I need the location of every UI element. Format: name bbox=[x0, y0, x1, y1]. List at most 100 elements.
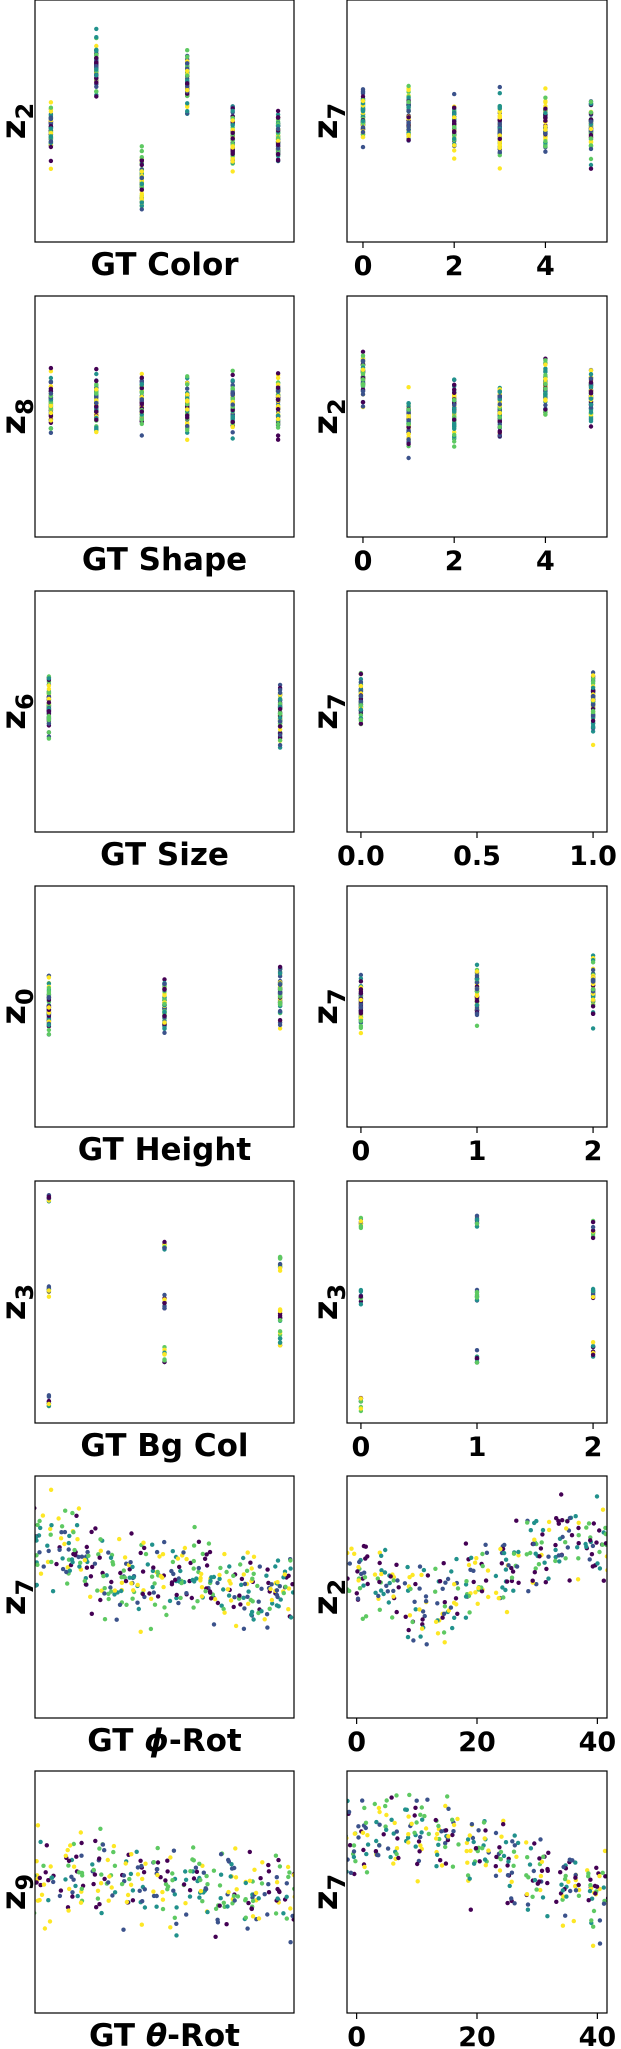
scatter-point bbox=[379, 1553, 384, 1559]
scatter-point bbox=[78, 1830, 84, 1835]
scatter-point bbox=[418, 1843, 423, 1848]
scatter-point bbox=[187, 1894, 193, 1899]
scatter-point bbox=[452, 119, 457, 124]
scatter-point bbox=[373, 1590, 378, 1596]
scatter-point bbox=[377, 1560, 382, 1566]
scatter-point bbox=[107, 1874, 112, 1879]
scatter-point bbox=[571, 1918, 576, 1924]
scatter-point bbox=[264, 1573, 269, 1578]
scatter-point bbox=[46, 1022, 52, 1028]
scatter-point bbox=[102, 1876, 107, 1882]
scatter-point bbox=[392, 1820, 397, 1826]
scatter-point bbox=[503, 1567, 509, 1572]
scatter-point bbox=[63, 1853, 68, 1859]
scatter-point bbox=[230, 130, 235, 136]
scatter-point bbox=[531, 1541, 536, 1547]
scatter-point bbox=[543, 376, 548, 382]
scatter-point bbox=[512, 1833, 517, 1838]
scatter-point bbox=[139, 194, 144, 199]
scatter-point bbox=[129, 1852, 134, 1857]
scatter-point bbox=[89, 1529, 94, 1535]
scatter-panel-12: z2 0 20 40 bbox=[306, 1475, 616, 1758]
scatter-point bbox=[600, 1507, 606, 1512]
scatter-point bbox=[482, 1836, 487, 1841]
scatter-point bbox=[358, 1023, 364, 1029]
scatter-point bbox=[451, 1600, 457, 1606]
scatter-point bbox=[122, 1575, 128, 1580]
scatter-point bbox=[165, 1869, 170, 1874]
scatter-point bbox=[538, 1873, 544, 1879]
scatter-point bbox=[251, 1617, 256, 1622]
scatter-point bbox=[275, 1580, 280, 1585]
scatter-point bbox=[198, 1877, 203, 1883]
scatter-point bbox=[255, 1583, 260, 1589]
scatter-point bbox=[516, 1553, 521, 1558]
scatter-point bbox=[64, 1569, 69, 1575]
scatter-point bbox=[160, 1552, 166, 1557]
scatter-point bbox=[557, 1559, 562, 1564]
scatter-point bbox=[164, 1612, 169, 1618]
scatter-point bbox=[270, 1601, 275, 1606]
scatter-point bbox=[511, 1863, 516, 1869]
scatter-point bbox=[441, 1611, 447, 1617]
scatter-point bbox=[243, 1880, 248, 1886]
scatter-point bbox=[436, 1823, 441, 1829]
axes-frame bbox=[34, 0, 295, 243]
scatter-point bbox=[452, 409, 457, 414]
scatter-point bbox=[162, 1300, 167, 1306]
scatter-point bbox=[588, 409, 594, 415]
scatter-point bbox=[287, 1870, 292, 1875]
scatter-point bbox=[512, 1843, 517, 1848]
scatter-point bbox=[151, 1889, 156, 1894]
scatter-point bbox=[590, 1235, 596, 1241]
scatter-point bbox=[94, 73, 99, 78]
scatter-point bbox=[37, 1550, 42, 1555]
scatter-panel-9: z3 GT Bg Col bbox=[0, 1180, 295, 1464]
scatter-point bbox=[474, 998, 480, 1004]
scatter-point bbox=[590, 960, 596, 965]
scatter-point bbox=[590, 709, 596, 715]
y-axis-label: z6 bbox=[0, 693, 39, 730]
x-axis-label: GT Bg Col bbox=[80, 1428, 248, 1464]
scatter-panel-7: z0 GT Height bbox=[0, 885, 295, 1168]
scatter-point bbox=[406, 99, 411, 105]
scatter-point bbox=[203, 1886, 208, 1891]
scatter-point bbox=[229, 1866, 235, 1871]
scatter-point bbox=[88, 1594, 93, 1600]
scatter-point bbox=[185, 413, 190, 418]
x-tick-label: 0.5 bbox=[453, 841, 501, 872]
scatter-point bbox=[358, 1396, 364, 1401]
scatter-point bbox=[405, 1634, 411, 1640]
scatter-point bbox=[497, 109, 502, 115]
scatter-point bbox=[67, 1533, 72, 1539]
scatter-point bbox=[360, 400, 366, 405]
scatter-point bbox=[364, 1851, 369, 1857]
scatter-point bbox=[88, 1574, 94, 1579]
scatter-point bbox=[288, 1906, 293, 1911]
scatter-point bbox=[46, 995, 52, 1001]
scatter-point bbox=[546, 1519, 552, 1525]
scatter-point bbox=[597, 1528, 602, 1533]
scatter-point bbox=[188, 1560, 193, 1566]
scatter-point bbox=[170, 1559, 176, 1565]
scatter-point bbox=[406, 455, 411, 461]
scatter-point bbox=[98, 1548, 104, 1554]
scatter-point bbox=[590, 673, 596, 678]
scatter-point bbox=[474, 1360, 480, 1365]
scatter-point bbox=[590, 1219, 596, 1225]
scatter-point bbox=[469, 1555, 474, 1561]
scatter-point bbox=[590, 1340, 596, 1345]
scatter-point bbox=[46, 1393, 52, 1398]
scatter-point bbox=[70, 1890, 75, 1895]
scatter-point bbox=[98, 1826, 103, 1832]
scatter-point bbox=[441, 1630, 447, 1635]
scatter-point bbox=[347, 1550, 350, 1556]
scatter-point bbox=[215, 1600, 221, 1606]
scatter-panel-11: z7 GT ϕ-Rot bbox=[0, 1475, 295, 1759]
scatter-point bbox=[590, 698, 596, 703]
scatter-point bbox=[358, 1219, 364, 1224]
scatter-point bbox=[601, 1885, 606, 1890]
scatter-point bbox=[576, 1520, 581, 1526]
scatter-point bbox=[358, 1005, 364, 1010]
scatter-point bbox=[155, 1569, 160, 1575]
